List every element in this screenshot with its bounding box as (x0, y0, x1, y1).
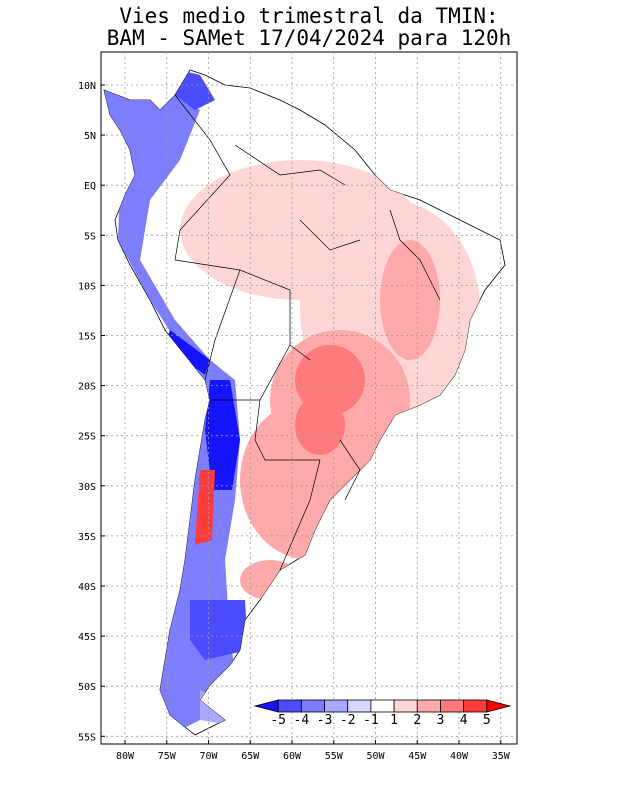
lat-tick-label: EQ (84, 181, 96, 192)
lon-tick-label: 40W (450, 751, 469, 762)
colorbar-swatch (347, 699, 372, 713)
anomaly-blob (165, 330, 210, 375)
lat-tick-label: 10N (78, 81, 96, 92)
lat-tick-label: 15S (78, 332, 96, 343)
colorbar-label: 4 (460, 713, 468, 728)
country-borders (174, 94, 441, 571)
colorbar-swatch (370, 699, 395, 713)
colorbar-swatch (277, 699, 302, 713)
lat-tick-label: 20S (78, 382, 96, 393)
anomaly-blob (205, 380, 240, 490)
anomaly-blob (380, 240, 440, 360)
colorbar-swatch (324, 699, 349, 713)
colorbar-label: 5 (483, 713, 491, 728)
colorbar-swatch (440, 699, 465, 713)
lon-tick-label: 50W (366, 751, 385, 762)
lon-axis: 80W 75W 70W 65W 60W 55W 50W 45W 40W 35W (116, 740, 511, 762)
anomaly-blob (104, 90, 240, 735)
lon-tick-label: 35W (492, 751, 511, 762)
lon-tick-label: 60W (283, 751, 302, 762)
lat-axis: 10N 5N EQ 5S 10S 15S 20S 25S 30S 35S 40S 45S 50S 55S (78, 81, 105, 743)
lat-tick-label: 25S (78, 432, 96, 443)
lon-tick-label: 45W (408, 751, 427, 762)
lat-tick-label: 5S (84, 231, 96, 242)
colorbar-label: -2 (340, 713, 356, 728)
colorbar-label: -1 (363, 713, 379, 728)
chart-title-line1: Vies medio trimestral da TMIN: (119, 4, 499, 28)
anomaly-blob (175, 70, 215, 110)
colorbar-label: -3 (317, 713, 333, 728)
lon-tick-label: 55W (325, 751, 344, 762)
lat-tick-label: 35S (78, 532, 96, 543)
lat-tick-label: 30S (78, 482, 96, 493)
colorbar-swatch (463, 699, 488, 713)
colorbar-label: 1 (390, 713, 398, 728)
lon-tick-label: 75W (158, 751, 177, 762)
lat-tick-label: 45S (78, 632, 96, 643)
lon-tick-label: 70W (199, 751, 218, 762)
colorbar-label: -4 (294, 713, 310, 728)
colorbar-swatch (486, 699, 512, 713)
lat-tick-label: 10S (78, 281, 96, 292)
lat-tick-label: 50S (78, 682, 96, 693)
lon-tick-label: 65W (241, 751, 260, 762)
colorbar-swatch (300, 699, 325, 713)
lon-tick-label: 80W (116, 751, 135, 762)
anomaly-blob (190, 600, 248, 660)
anomaly-blob (195, 470, 215, 545)
colorbar: -5 -4 -3 -2 -1 1 2 3 4 5 (253, 699, 512, 728)
colorbar-label: 3 (437, 713, 445, 728)
lat-tick-label: 5N (84, 131, 96, 142)
colorbar-label: -5 (270, 713, 286, 728)
colorbar-label: 2 (413, 713, 421, 728)
anomaly-blob (295, 395, 345, 455)
gridlines (101, 52, 517, 744)
colorbar-swatch (393, 699, 418, 713)
lat-tick-label: 40S (78, 582, 96, 593)
chart-title-line2: BAM - SAMet 17/04/2024 para 120h (106, 26, 512, 50)
colorbar-swatch (416, 699, 441, 713)
lat-tick-label: 55S (78, 732, 96, 743)
